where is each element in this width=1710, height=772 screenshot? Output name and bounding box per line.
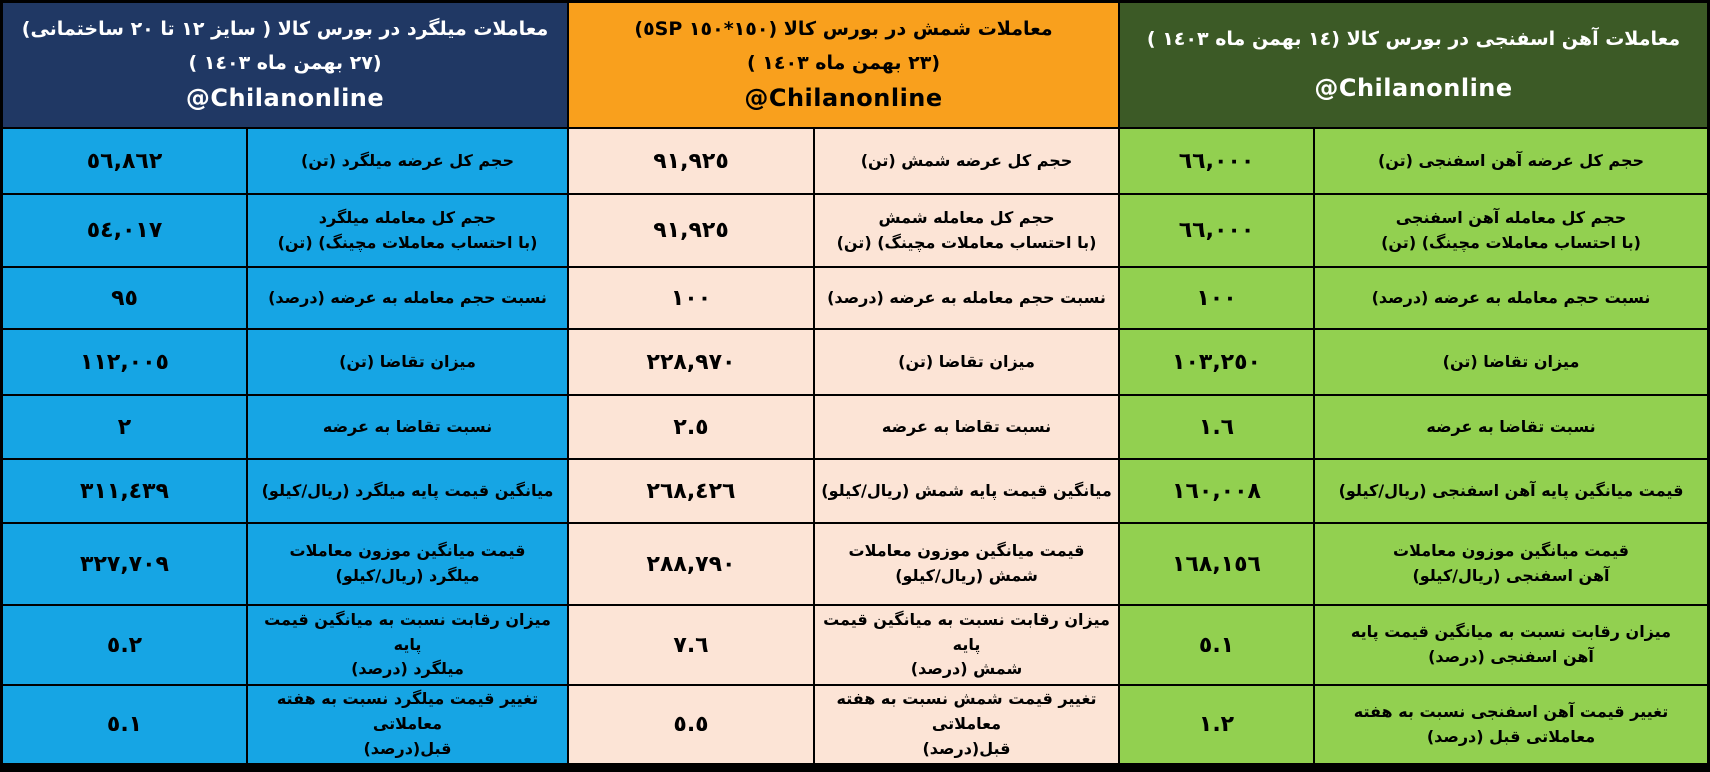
metric-label-cell: میزان رقابت نسبت به میانگین قیمت پایه آه…: [1315, 606, 1707, 684]
sponge-iron-telegram-handle: @Chilanonline: [1314, 73, 1513, 102]
metric-value-cell: ٥.١: [3, 686, 246, 763]
ingot-title: معاملات شمش در بورس کالا (١٥٠*١٥٠ ٥SP): [634, 17, 1053, 40]
metric-value-cell: ٣١١,٤٣٩: [3, 460, 246, 522]
metric-label-cell: میزان رقابت نسبت به میانگین قیمت پایه شم…: [815, 606, 1118, 684]
metric-label-cell: نسبت حجم معامله به عرضه (درصد): [815, 268, 1118, 328]
metric-value-cell: ٢٦٨,٤٢٦: [569, 460, 813, 522]
metric-value-cell: ١٠٠: [1120, 268, 1313, 328]
metric-label-cell: حجم کل عرضه شمش (تن): [815, 129, 1118, 193]
section-ingot: معاملات شمش در بورس کالا (١٥٠*١٥٠ ٥SP) (…: [569, 3, 1118, 769]
metric-label-cell: قیمت میانگین موزون معاملات شمش (ریال/کیل…: [815, 524, 1118, 604]
metric-value-cell: ٥٦,٨٦٢: [3, 129, 246, 193]
metric-label-cell: تغییر قیمت آهن اسفنجی نسبت به هفته معامل…: [1315, 686, 1707, 763]
metric-value-cell: ١.٢: [1120, 686, 1313, 763]
metric-value-cell: ١٠٣,٢٥٠: [1120, 330, 1313, 394]
metric-value-cell: ٩١,٩٢٥: [569, 129, 813, 193]
metric-value-cell: ٣٢٧,٧٠٩: [3, 524, 246, 604]
metric-value-cell: ٥.١: [1120, 606, 1313, 684]
metric-label-cell: حجم کل معامله میلگرد (با احتساب معاملات …: [248, 195, 567, 266]
metric-value-cell: ٧.٦: [569, 606, 813, 684]
metric-value-cell: ١١٢,٠٠٥: [3, 330, 246, 394]
metric-value-cell: ٢٢٨,٩٧٠: [569, 330, 813, 394]
rebar-table-body: ٥٦,٨٦٢ حجم کل عرضه میلگرد (تن) ٥٤,٠١٧ حجم ک…: [3, 129, 567, 769]
metric-label-cell: تغییر قیمت میلگرد نسبت به هفته معاملاتی …: [248, 686, 567, 763]
metric-label-cell: نسبت تقاضا به عرضه: [248, 396, 567, 458]
metric-label-cell: نسبت حجم معامله به عرضه (درصد): [248, 268, 567, 328]
metric-value-cell: ٢٨٨,٧٩٠: [569, 524, 813, 604]
metric-label-cell: میزان تقاضا (تن): [248, 330, 567, 394]
metric-label-cell: حجم کل عرضه آهن اسفنجی (تن): [1315, 129, 1707, 193]
ingot-header: معاملات شمش در بورس کالا (١٥٠*١٥٠ ٥SP) (…: [569, 3, 1118, 127]
metric-label-cell: نسبت حجم معامله به عرضه (درصد): [1315, 268, 1707, 328]
metric-label-cell: میانگین قیمت پایه شمش (ریال/کیلو): [815, 460, 1118, 522]
metric-value-cell: ٦٦,٠٠٠: [1120, 195, 1313, 266]
metric-label-cell: حجم کل معامله شمش (با احتساب معاملات مچی…: [815, 195, 1118, 266]
metric-value-cell: ٩٥: [3, 268, 246, 328]
metric-value-cell: ٦٦,٠٠٠: [1120, 129, 1313, 193]
metric-label-cell: حجم کل معامله آهن اسفنجی (با احتساب معام…: [1315, 195, 1707, 266]
metric-label-cell: میزان تقاضا (تن): [815, 330, 1118, 394]
rebar-title: معاملات میلگرد در بورس کالا ( سایز ١٢ تا…: [21, 17, 549, 40]
section-rebar: معاملات میلگرد در بورس کالا ( سایز ١٢ تا…: [3, 3, 567, 769]
metric-value-cell: ١٠٠: [569, 268, 813, 328]
sponge-iron-header: معاملات آهن اسفنجی در بورس کالا (١٤ بهمن…: [1120, 3, 1707, 127]
ingot-table-body: ٩١,٩٢٥ حجم کل عرضه شمش (تن) ٩١,٩٢٥ حجم کل م…: [569, 129, 1118, 769]
rebar-date: (٢٧ بهمن ماه ١٤٠٣ ): [188, 51, 382, 74]
metric-label-cell: میزان تقاضا (تن): [1315, 330, 1707, 394]
metric-value-cell: ٥.٥: [569, 686, 813, 763]
metric-value-cell: ٢.٥: [569, 396, 813, 458]
metric-value-cell: ١.٦: [1120, 396, 1313, 458]
rebar-header: معاملات میلگرد در بورس کالا ( سایز ١٢ تا…: [3, 3, 567, 127]
section-sponge-iron: معاملات آهن اسفنجی در بورس کالا (١٤ بهمن…: [1120, 3, 1707, 769]
metric-label-cell: قیمت میانگین موزون معاملات آهن اسفنجی (ر…: [1315, 524, 1707, 604]
metric-value-cell: ٢: [3, 396, 246, 458]
metric-value-cell: ٥.٢: [3, 606, 246, 684]
metric-label-cell: میانگین قیمت پایه میلگرد (ریال/کیلو): [248, 460, 567, 522]
metric-label-cell: حجم کل عرضه میلگرد (تن): [248, 129, 567, 193]
metric-value-cell: ٩١,٩٢٥: [569, 195, 813, 266]
metric-label-cell: نسبت تقاضا به عرضه: [815, 396, 1118, 458]
metric-value-cell: ٥٤,٠١٧: [3, 195, 246, 266]
sponge-iron-title: معاملات آهن اسفنجی در بورس کالا (١٤ بهمن…: [1146, 28, 1681, 51]
ingot-date: (٢٣ بهمن ماه ١٤٠٣ ): [746, 51, 941, 74]
metric-label-cell: تغییر قیمت شمش نسبت به هفته معاملاتی قبل…: [815, 686, 1118, 763]
metric-label-cell: میزان رقابت نسبت به میانگین قیمت پایه می…: [248, 606, 567, 684]
metric-label-cell: قیمت میانگین پایه آهن اسفنجی (ریال/کیلو): [1315, 460, 1707, 522]
metric-label-cell: قیمت میانگین موزون معاملات میلگرد (ریال/…: [248, 524, 567, 604]
metric-value-cell: ١٦٠,٠٠٨: [1120, 460, 1313, 522]
sponge-iron-table-body: ٦٦,٠٠٠ حجم کل عرضه آهن اسفنجی (تن) ٦٦,٠٠٠ ح…: [1120, 129, 1707, 769]
ingot-telegram-handle: @Chilanonline: [744, 84, 943, 113]
metric-label-cell: نسبت تقاضا به عرضه: [1315, 396, 1707, 458]
metric-value-cell: ١٦٨,١٥٦: [1120, 524, 1313, 604]
rebar-telegram-handle: @Chilanonline: [185, 84, 385, 113]
